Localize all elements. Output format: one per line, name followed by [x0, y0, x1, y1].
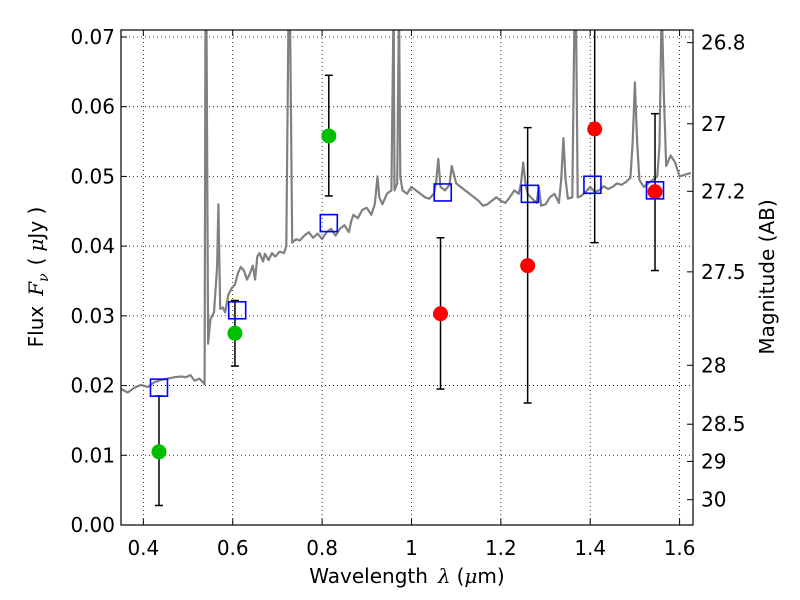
y-axis-label: FluxFν(μJy ): [24, 207, 52, 348]
red-data-point: [647, 184, 663, 200]
ticks: 0.4 0.6 0.8 1 1.2 1.4 1.6 0.00 0.01 0.02 0.03 0.04 0…: [70, 25, 745, 560]
y2-tick-label: 28: [701, 353, 726, 377]
y-tick-label: 0.06: [70, 95, 115, 119]
red-data-point: [520, 258, 536, 274]
red-data-point: [587, 121, 603, 137]
model-square-marker: [433, 183, 453, 202]
spectrum-line: [121, 30, 692, 394]
y-tick-label: 0.03: [70, 304, 115, 328]
model-square-marker: [227, 300, 247, 320]
y2-tick-label: 27: [701, 112, 726, 136]
y2-tick-label: 30: [701, 488, 726, 512]
y2-tick-label: 28.5: [701, 412, 746, 436]
plot-frame: [120, 29, 694, 526]
x-tick-label: 1.2: [485, 536, 517, 560]
y2-axis-label: Magnitude (AB): [755, 199, 779, 354]
x-tick-label: 0.6: [217, 536, 249, 560]
x-tick-label: 1.6: [664, 536, 696, 560]
red-data-point: [433, 306, 449, 322]
green-data-point: [321, 128, 337, 144]
x-tick-label: 1: [405, 536, 418, 560]
x-tick-label: 0.4: [127, 536, 159, 560]
y2-tick-label: 27.2: [701, 179, 746, 203]
model-square-marker: [520, 184, 540, 204]
model-square-marker: [149, 378, 169, 397]
y-tick-label: 0.01: [70, 443, 115, 467]
model-square-marker: [645, 181, 665, 200]
y-tick-label: 0.05: [70, 164, 115, 188]
y2-tick-label: 26.8: [701, 31, 746, 55]
y2-tick-label: 29: [701, 449, 726, 473]
y-tick-label: 0.07: [70, 25, 115, 49]
model-square-marker: [319, 213, 339, 233]
spectrum-layer: [121, 30, 692, 394]
y-tick-label: 0.02: [70, 374, 115, 398]
x-axis-label: Wavelength λ (μm): [309, 564, 504, 588]
points-layer: [149, 30, 665, 507]
y-tick-label: 0.04: [70, 234, 115, 258]
x-tick-label: 1.4: [574, 536, 606, 560]
model-square-marker: [583, 175, 602, 195]
y2-tick-label: 27.5: [701, 260, 746, 284]
x-tick-label: 0.8: [306, 536, 338, 560]
green-data-point: [227, 325, 243, 341]
y-tick-label: 0.00: [70, 513, 115, 537]
green-data-point: [151, 444, 167, 460]
